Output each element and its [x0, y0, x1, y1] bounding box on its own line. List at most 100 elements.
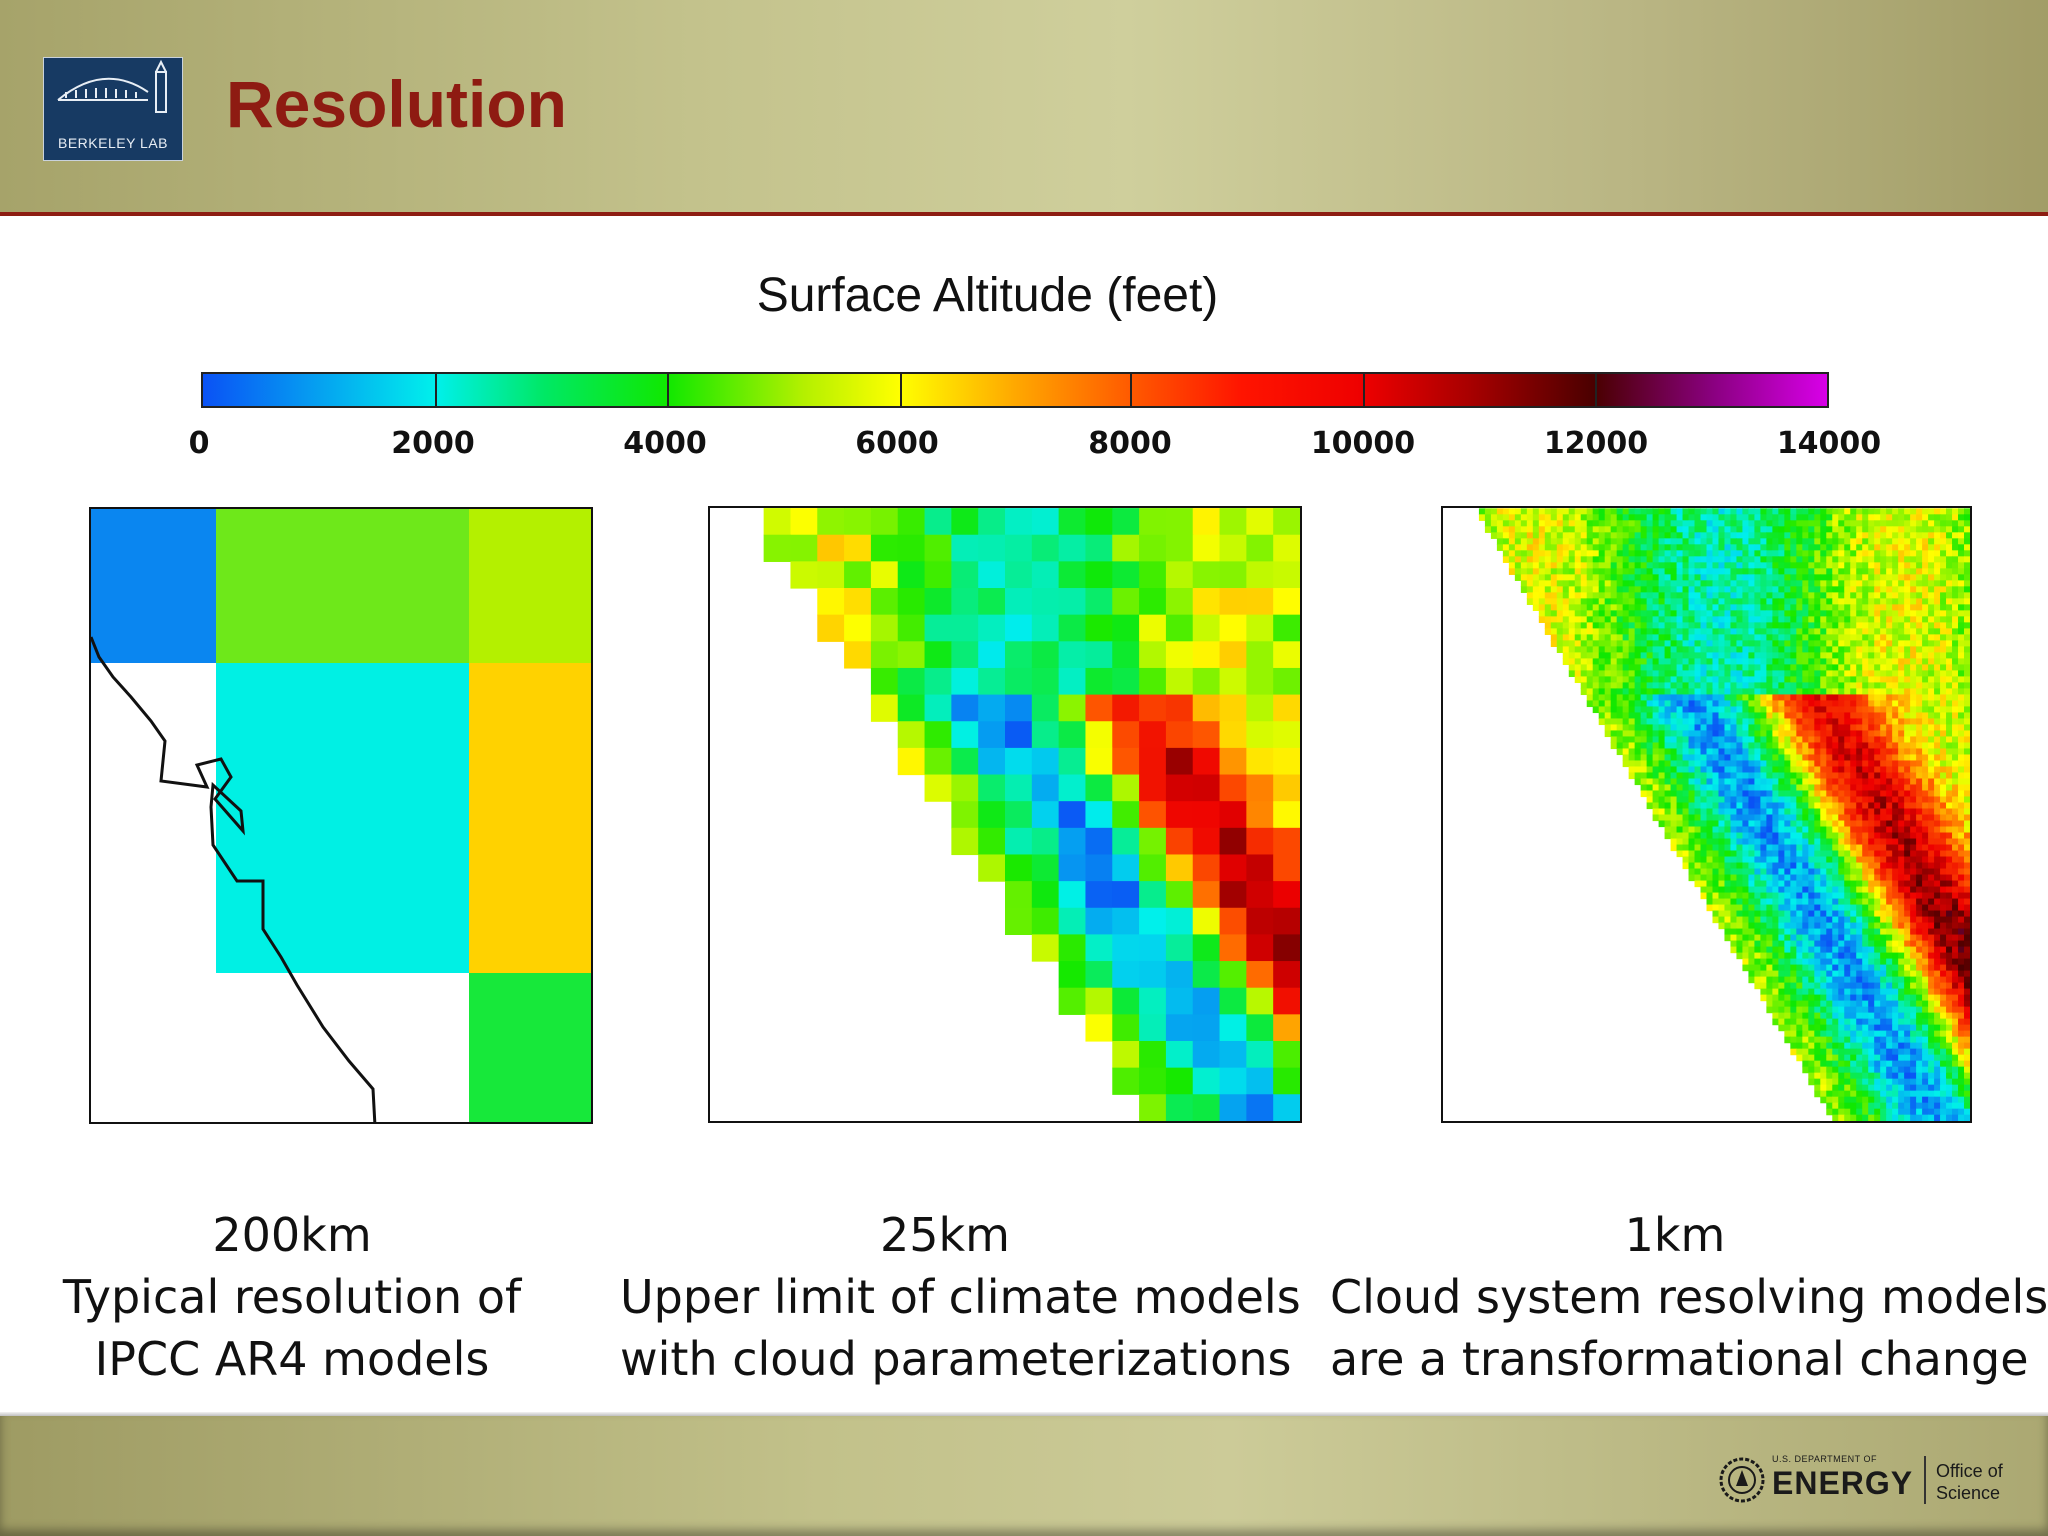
terrain-cell — [1634, 544, 1642, 551]
terrain-cell — [1112, 588, 1140, 616]
terrain-cell — [1736, 508, 1744, 515]
terrain-cell — [1820, 676, 1827, 684]
terrain-cell — [1031, 907, 1060, 936]
terrain-cell — [1796, 784, 1803, 792]
terrain-cell — [1772, 868, 1779, 876]
terrain-cell — [1760, 952, 1767, 960]
terrain-cell — [1760, 592, 1767, 599]
terrain-cell — [1850, 568, 1857, 575]
terrain-cell — [1796, 952, 1803, 960]
terrain-cell — [1832, 550, 1839, 557]
terrain-cell — [1658, 778, 1666, 786]
terrain-cell — [1910, 700, 1917, 708]
terrain-cell — [1724, 616, 1732, 623]
terrain-cell — [1730, 658, 1738, 666]
terrain-cell — [1246, 1067, 1274, 1095]
terrain-cell — [1850, 934, 1857, 942]
terrain-cell — [1688, 658, 1696, 666]
terrain-cell — [1760, 628, 1767, 635]
terrain-cell — [1868, 748, 1875, 756]
terrain-cell — [1610, 610, 1618, 617]
terrain-cell — [1784, 640, 1791, 648]
page-title: Resolution — [226, 67, 567, 141]
terrain-cell — [1802, 676, 1809, 684]
terrain-cell — [1838, 784, 1845, 792]
terrain-cell — [1712, 814, 1720, 822]
terrain-cell — [1616, 562, 1624, 569]
terrain-cell — [1904, 790, 1911, 798]
terrain-cell — [1898, 856, 1905, 864]
terrain-cell — [1856, 670, 1863, 678]
terrain-cell — [1940, 880, 1947, 888]
terrain-cell — [1754, 904, 1761, 912]
terrain-cell — [1808, 880, 1815, 888]
terrain-cell — [1940, 736, 1947, 744]
terrain-cell — [1766, 802, 1773, 810]
terrain-cell — [870, 588, 899, 616]
terrain-cell — [1850, 784, 1857, 792]
terrain-cell — [1754, 808, 1761, 816]
terrain-cell — [1219, 1067, 1247, 1095]
terrain-cell — [1796, 832, 1803, 840]
terrain-cell — [1868, 814, 1875, 822]
terrain-cell — [1556, 550, 1564, 557]
terrain-cell — [1706, 568, 1714, 575]
terrain-cell — [1736, 760, 1744, 768]
terrain-cell — [1832, 802, 1839, 810]
terrain-cell — [1670, 532, 1678, 539]
terrain-cell — [1670, 742, 1678, 750]
terrain-cell — [1652, 574, 1660, 581]
terrain-cell — [1031, 747, 1060, 776]
terrain-cell — [1832, 634, 1839, 641]
terrain-cell — [1868, 622, 1875, 629]
terrain-cell — [1622, 640, 1630, 648]
terrain-cell — [1928, 928, 1935, 936]
terrain-cell — [1568, 646, 1576, 654]
terrain-cell — [1826, 676, 1833, 684]
terrain-cell — [1778, 670, 1785, 678]
terrain-cell — [1670, 682, 1678, 690]
terrain-cell — [1706, 838, 1714, 846]
terrain-cell — [1856, 616, 1863, 623]
terrain-cell — [1742, 928, 1750, 936]
terrain-cell — [1886, 784, 1893, 792]
terrain-cell — [1916, 772, 1923, 780]
terrain-cell — [1760, 766, 1767, 774]
terrain-cell — [1850, 574, 1857, 581]
terrain-cell — [1820, 604, 1827, 611]
terrain-cell — [1856, 610, 1863, 617]
terrain-cell — [1005, 667, 1033, 696]
terrain-cell — [1892, 766, 1899, 774]
terrain-cell — [1868, 514, 1875, 521]
terrain-cell — [1688, 622, 1696, 629]
terrain-cell — [1844, 586, 1851, 593]
terrain-cell — [1273, 561, 1300, 589]
terrain-cell — [1952, 844, 1959, 852]
terrain-cell — [1634, 538, 1642, 545]
terrain-cell — [1766, 934, 1773, 942]
terrain-cell — [1640, 772, 1648, 780]
terrain-cell — [1778, 970, 1785, 978]
terrain-cell — [1778, 754, 1785, 762]
terrain-cell — [1910, 808, 1917, 816]
terrain-cell — [1652, 742, 1660, 750]
terrain-cell — [1802, 748, 1809, 756]
terrain-cell — [1802, 622, 1809, 629]
terrain-cell — [1814, 586, 1821, 593]
terrain-cell — [1652, 622, 1660, 629]
terrain-cell — [1820, 622, 1827, 629]
terrain-cell — [1946, 580, 1953, 587]
terrain-cell — [1898, 640, 1905, 648]
terrain-cell — [1742, 646, 1750, 654]
terrain-cell — [1658, 730, 1666, 738]
terrain-cell — [1790, 790, 1797, 798]
terrain-cell — [1736, 580, 1744, 587]
terrain-cell — [1796, 634, 1803, 641]
terrain-cell — [1790, 778, 1797, 786]
terrain-cell — [1796, 664, 1803, 672]
terrain-cell — [1628, 706, 1636, 714]
terrain-cell — [1658, 670, 1666, 678]
terrain-cell — [1610, 718, 1618, 726]
terrain-cell — [1826, 892, 1833, 900]
terrain-cell — [1814, 664, 1821, 672]
